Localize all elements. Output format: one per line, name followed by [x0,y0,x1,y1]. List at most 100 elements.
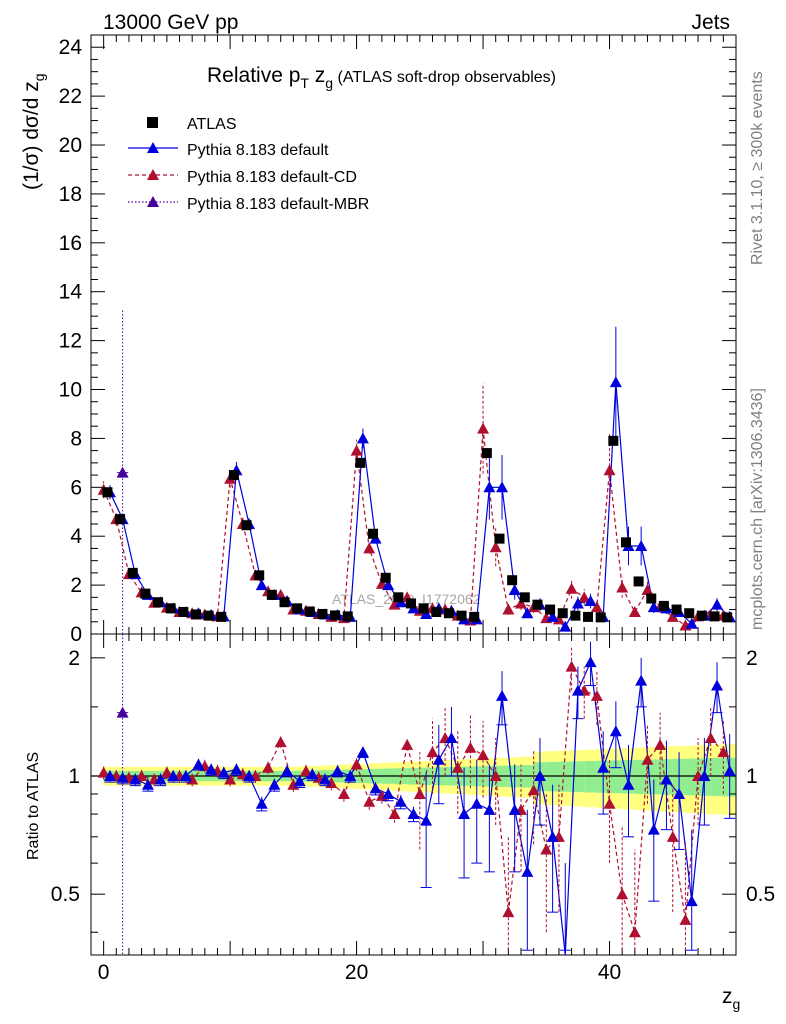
atlas-main-point [671,604,682,615]
default-main-point [496,481,509,493]
x-tick-label: 40 [598,961,621,984]
cd-ratio-point [654,738,667,750]
ratio-frame [90,633,737,956]
default-ratio-point [571,684,584,696]
atlas-main-point [355,457,366,468]
default-ratio-point [723,764,736,776]
cd-main-point [565,582,578,594]
atlas-main-point [190,609,201,620]
default-ratio-point [369,782,382,794]
default-ratio-point [217,766,230,778]
atlas-main-point [494,533,505,544]
atlas-main-point [608,435,619,446]
y-tick-label-main: 10 [59,379,82,402]
atlas-main-point [620,537,631,548]
y-tick-label-main: 16 [59,232,82,255]
default-ratio-point [458,808,471,820]
default-main-point [483,481,496,493]
atlas-main-point [583,611,594,622]
cd-ratio-point [464,741,477,753]
default-ratio-point [521,865,534,877]
atlas-main-point [481,448,492,459]
atlas-main-point [646,593,657,604]
cd-ratio-point [97,766,110,778]
cd-ratio-point [135,770,148,782]
cd-ratio-point [363,795,376,807]
default-main-point [420,607,433,619]
cd-ratio-point [628,926,641,938]
cd-ratio-point [540,843,553,855]
default-ratio-point [116,771,129,783]
cd-ratio-point [666,830,679,842]
cd-ratio-point [502,906,515,918]
x-tick-label: 0 [98,961,110,984]
atlas-main-point [405,598,416,609]
atlas-main-point [342,611,353,622]
rivet-version-label: Rivet 3.1.10, ≥ 300k events [749,71,766,265]
default-main-point [635,539,648,551]
default-main-point [584,594,597,606]
atlas-main-point [545,604,556,615]
cd-ratio-point [477,749,490,761]
default-ratio-point [609,725,622,737]
default-ratio-point [698,770,711,782]
y-tick-label-main: 2 [70,574,82,597]
atlas-main-point [216,611,227,622]
cd-ratio-point [401,738,414,750]
cd-main-point [489,541,502,553]
cd-ratio-point [616,888,629,900]
legend-label-atlas: ATLAS [187,116,237,133]
atlas-main-point [165,603,176,614]
atlas-main-point [102,487,113,498]
default-ratio-point [635,674,648,686]
atlas-main-point [658,600,669,611]
atlas-main-point [684,608,695,619]
category-label: Jets [691,11,730,34]
legend-marker-atlas [147,117,158,128]
default-ratio-point [281,764,294,776]
default-ratio-point [420,814,433,826]
cd-main-point [641,583,654,595]
atlas-main-point [519,592,530,603]
cd-ratio-point [300,764,312,776]
x-tick-label: 20 [345,961,368,984]
cd-main-point [502,603,515,615]
atlas-main-point [140,588,151,599]
cd-ratio-point [679,913,692,925]
default-ratio-point [496,689,509,701]
default-main-point [508,583,521,595]
default-ratio-point [432,753,445,765]
atlas-main-point [418,603,429,614]
cd-ratio-point [337,787,350,799]
band-inner [546,761,560,792]
legend: ATLAS Pythia 8.183 default Pythia 8.183 … [128,116,369,213]
y-tick-label-main: 12 [59,330,82,353]
y-tick-label-main: 14 [59,281,83,304]
default-ratio-point [445,731,458,743]
cd-ratio-point [704,731,717,743]
atlas-main-point [557,608,568,619]
atlas-main-point [153,597,164,608]
data-layer [97,308,736,955]
atlas-main-point [304,606,315,617]
cd-ratio-point [413,787,426,799]
atlas-main-point [709,611,720,622]
default-ratio-point [673,787,686,799]
atlas-main-point [507,575,518,586]
band-inner [647,759,661,795]
atlas-main-point [570,610,581,621]
default-main-point [546,610,559,622]
y-tick-label-main: 20 [59,134,82,157]
default-main-point [571,597,584,609]
atlas-main-point [532,599,543,610]
default-ratio-point [141,778,154,790]
atlas-main-point [115,514,126,525]
legend-marker-cd [147,169,159,180]
default-ratio-point [508,803,521,815]
y-tick-label-main: 24 [59,36,83,59]
atlas-main-point [595,612,606,623]
legend-label-mbr: Pythia 8.183 default-MBR [187,196,369,213]
band-inner [710,758,724,797]
y-tick-label-ratio-right: 1 [746,765,758,788]
default-ratio-point [394,795,407,807]
